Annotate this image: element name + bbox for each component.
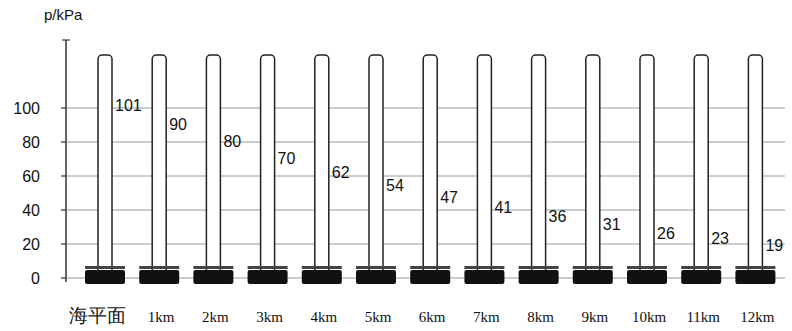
- tube-base: [627, 270, 667, 284]
- tube-base: [85, 270, 125, 284]
- tube-base-rim: [573, 266, 613, 269]
- category-label: 1km: [148, 309, 175, 325]
- tube-base: [302, 270, 342, 284]
- tube-outline: [586, 55, 600, 278]
- tube-base: [519, 270, 559, 284]
- tube-outline: [640, 55, 654, 278]
- data-label: 80: [223, 133, 241, 150]
- tube-base: [248, 270, 288, 284]
- tube-base: [573, 270, 613, 284]
- tube-base-rim: [193, 266, 233, 269]
- tube-outline: [206, 55, 220, 278]
- tube-base-rim: [681, 266, 721, 269]
- tube-base-rim: [302, 266, 342, 269]
- data-label: 36: [549, 208, 567, 225]
- tube-outline: [315, 55, 329, 278]
- y-tick-label: 60: [22, 168, 40, 185]
- tube-base-rim: [735, 266, 775, 269]
- category-label: 4km: [310, 309, 337, 325]
- tube-base-rim: [410, 266, 450, 269]
- data-label: 90: [169, 116, 187, 133]
- data-label: 19: [765, 237, 783, 254]
- y-tick: [61, 107, 66, 108]
- y-axis-label: p/kPa: [44, 6, 83, 23]
- tube-base-rim: [248, 266, 288, 269]
- chart-container: 0 20 40 60 80 100 p/kPa 101 海平面 90 1km 80 2km 70 3km 62…: [0, 0, 792, 331]
- category-label: 8km: [527, 309, 554, 325]
- tube-base-rim: [464, 266, 504, 269]
- category-label: 2km: [202, 309, 229, 325]
- tube-base: [735, 270, 775, 284]
- tube-outline: [423, 55, 437, 278]
- data-label: 23: [711, 230, 729, 247]
- category-label: 11km: [686, 309, 720, 325]
- category-label: 7km: [473, 309, 500, 325]
- tube-outline: [369, 55, 383, 278]
- y-tick-label: 100: [13, 100, 40, 117]
- tube-base-rim: [85, 266, 125, 269]
- tube-base: [139, 270, 179, 284]
- chart-svg: 0 20 40 60 80 100 p/kPa 101 海平面 90 1km 80 2km 70 3km 62…: [0, 0, 792, 331]
- tube-base-rim: [139, 266, 179, 269]
- tube-outline: [261, 55, 275, 278]
- y-axis-line: [65, 40, 67, 282]
- category-label: 9km: [581, 309, 608, 325]
- tube-outline: [477, 55, 491, 278]
- category-label: 6km: [419, 309, 446, 325]
- tube-base-rim: [519, 266, 559, 269]
- tube-outline: [694, 55, 708, 278]
- data-label: 47: [440, 189, 458, 206]
- tube-base-rim: [356, 266, 396, 269]
- tube-outline: [532, 55, 546, 278]
- data-label: 31: [603, 216, 621, 233]
- y-tick-label: 80: [22, 134, 40, 151]
- category-label: 12km: [740, 309, 775, 325]
- y-axis-end: [62, 39, 70, 40]
- y-tick: [61, 141, 66, 142]
- data-label: 62: [332, 164, 350, 181]
- y-tick-label: 20: [22, 236, 40, 253]
- y-tick: [61, 175, 66, 176]
- tube-outline: [748, 55, 762, 278]
- data-label: 26: [657, 225, 675, 242]
- y-tick-label: 0: [31, 270, 40, 287]
- tube-base: [410, 270, 450, 284]
- tube-base: [681, 270, 721, 284]
- y-tick-label: 40: [22, 202, 40, 219]
- tube-base-rim: [627, 266, 667, 269]
- category-label: 海平面: [69, 305, 126, 326]
- y-tick: [61, 277, 66, 278]
- tube-outline: [98, 55, 112, 278]
- data-label: 70: [278, 150, 296, 167]
- category-label: 3km: [256, 309, 283, 325]
- category-label: 10km: [632, 309, 667, 325]
- tube-base: [193, 270, 233, 284]
- category-label: 5km: [365, 309, 392, 325]
- tube-base: [356, 270, 396, 284]
- tube-base: [464, 270, 504, 284]
- data-label: 101: [115, 97, 142, 114]
- data-label: 54: [386, 177, 404, 194]
- data-label: 41: [494, 199, 512, 216]
- tube-outline: [152, 55, 166, 278]
- y-tick: [61, 243, 66, 244]
- y-tick: [61, 209, 66, 210]
